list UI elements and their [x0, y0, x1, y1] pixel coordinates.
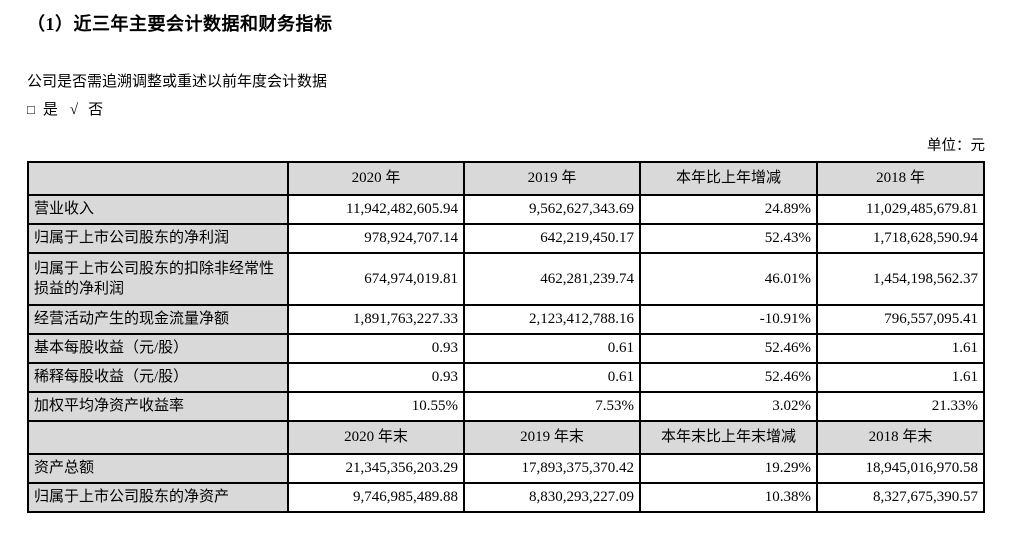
value-2018: 796,557,095.41 — [816, 304, 985, 335]
table-row-net-assets: 归属于上市公司股东的净资产 9,746,985,489.88 8,830,293… — [27, 482, 985, 513]
value-2019: 17,893,375,370.42 — [463, 453, 641, 484]
value-change: 24.89% — [639, 194, 818, 225]
header-blank-cell — [27, 161, 289, 196]
row-label: 归属于上市公司股东的净利润 — [27, 223, 289, 254]
row-label: 营业收入 — [27, 194, 289, 225]
value-2020: 674,974,019.81 — [287, 252, 465, 306]
table-row-diluted-eps: 稀释每股收益（元/股） 0.93 0.61 52.46% 1.61 — [27, 362, 985, 393]
value-2018: 8,327,675,390.57 — [816, 482, 985, 513]
header-2020: 2020 年 — [287, 161, 465, 196]
value-2019: 9,562,627,343.69 — [463, 194, 641, 225]
value-change: -10.91% — [639, 304, 818, 335]
value-2020: 0.93 — [287, 362, 465, 393]
value-2020: 978,924,707.14 — [287, 223, 465, 254]
value-2020: 9,746,985,489.88 — [287, 482, 465, 513]
restatement-choice: □ 是 √ 否 — [27, 98, 985, 119]
header-year-end-change: 本年末比上年末增减 — [639, 420, 818, 455]
value-change: 52.43% — [639, 223, 818, 254]
value-2020: 10.55% — [287, 391, 465, 422]
header-yoy-change: 本年比上年增减 — [639, 161, 818, 196]
value-2019: 0.61 — [463, 362, 641, 393]
value-2019: 462,281,239.74 — [463, 252, 641, 306]
table-row-operating-cash-flow: 经营活动产生的现金流量净额 1,891,763,227.33 2,123,412… — [27, 304, 985, 335]
row-label: 资产总额 — [27, 453, 289, 484]
value-2019: 0.61 — [463, 333, 641, 364]
value-2019: 642,219,450.17 — [463, 223, 641, 254]
value-2018: 1,454,198,562.37 — [816, 252, 985, 306]
unit-label: 单位：元 — [927, 138, 985, 154]
row-label: 归属于上市公司股东的净资产 — [27, 482, 289, 513]
table-row-weighted-avg-roe: 加权平均净资产收益率 10.55% 7.53% 3.02% 21.33% — [27, 391, 985, 422]
annual-header-row: 2020 年 2019 年 本年比上年增减 2018 年 — [27, 161, 985, 196]
year-end-header-row: 2020 年末 2019 年末 本年末比上年末增减 2018 年末 — [27, 420, 985, 455]
checkbox-unchecked-icon: □ — [27, 102, 35, 117]
value-2018: 1,718,628,590.94 — [816, 223, 985, 254]
header-2019-end: 2019 年末 — [463, 420, 641, 455]
value-2020: 0.93 — [287, 333, 465, 364]
row-label: 基本每股收益（元/股） — [27, 333, 289, 364]
row-label: 经营活动产生的现金流量净额 — [27, 304, 289, 335]
value-2018: 1.61 — [816, 362, 985, 393]
choice-yes-label: 是 — [42, 102, 58, 118]
value-2018: 21.33% — [816, 391, 985, 422]
value-change: 3.02% — [639, 391, 818, 422]
table-row-total-assets: 资产总额 21,345,356,203.29 17,893,375,370.42… — [27, 453, 985, 484]
value-change: 46.01% — [639, 252, 818, 306]
value-2019: 8,830,293,227.09 — [463, 482, 641, 513]
table-row-basic-eps: 基本每股收益（元/股） 0.93 0.61 52.46% 1.61 — [27, 333, 985, 364]
financial-indicators-table: 2020 年 2019 年 本年比上年增减 2018 年 营业收入 11,942… — [27, 161, 985, 513]
header-2018: 2018 年 — [816, 161, 985, 196]
row-label: 稀释每股收益（元/股） — [27, 362, 289, 393]
value-change: 19.29% — [639, 453, 818, 484]
table-row-net-profit-excl-nonrecurring: 归属于上市公司股东的扣除非经常性损益的净利润 674,974,019.81 46… — [27, 252, 985, 306]
section-title: （1）近三年主要会计数据和财务指标 — [27, 14, 333, 34]
restatement-question: 公司是否需追溯调整或重述以前年度会计数据 — [27, 74, 328, 90]
checkmark-icon: √ — [69, 102, 79, 118]
header-blank-cell — [27, 420, 289, 455]
row-label: 归属于上市公司股东的扣除非经常性损益的净利润 — [27, 252, 289, 306]
choice-no-label: 否 — [88, 102, 104, 118]
table-row-net-profit: 归属于上市公司股东的净利润 978,924,707.14 642,219,450… — [27, 223, 985, 254]
header-2019: 2019 年 — [463, 161, 641, 196]
value-2019: 2,123,412,788.16 — [463, 304, 641, 335]
value-change: 52.46% — [639, 362, 818, 393]
value-change: 52.46% — [639, 333, 818, 364]
header-2020-end: 2020 年末 — [287, 420, 465, 455]
table-row-revenue: 营业收入 11,942,482,605.94 9,562,627,343.69 … — [27, 194, 985, 225]
value-2020: 11,942,482,605.94 — [287, 194, 465, 225]
value-2019: 7.53% — [463, 391, 641, 422]
row-label: 加权平均净资产收益率 — [27, 391, 289, 422]
header-2018-end: 2018 年末 — [816, 420, 985, 455]
value-2018: 18,945,016,970.58 — [816, 453, 985, 484]
value-2018: 11,029,485,679.81 — [816, 194, 985, 225]
value-change: 10.38% — [639, 482, 818, 513]
value-2020: 21,345,356,203.29 — [287, 453, 465, 484]
value-2018: 1.61 — [816, 333, 985, 364]
value-2020: 1,891,763,227.33 — [287, 304, 465, 335]
